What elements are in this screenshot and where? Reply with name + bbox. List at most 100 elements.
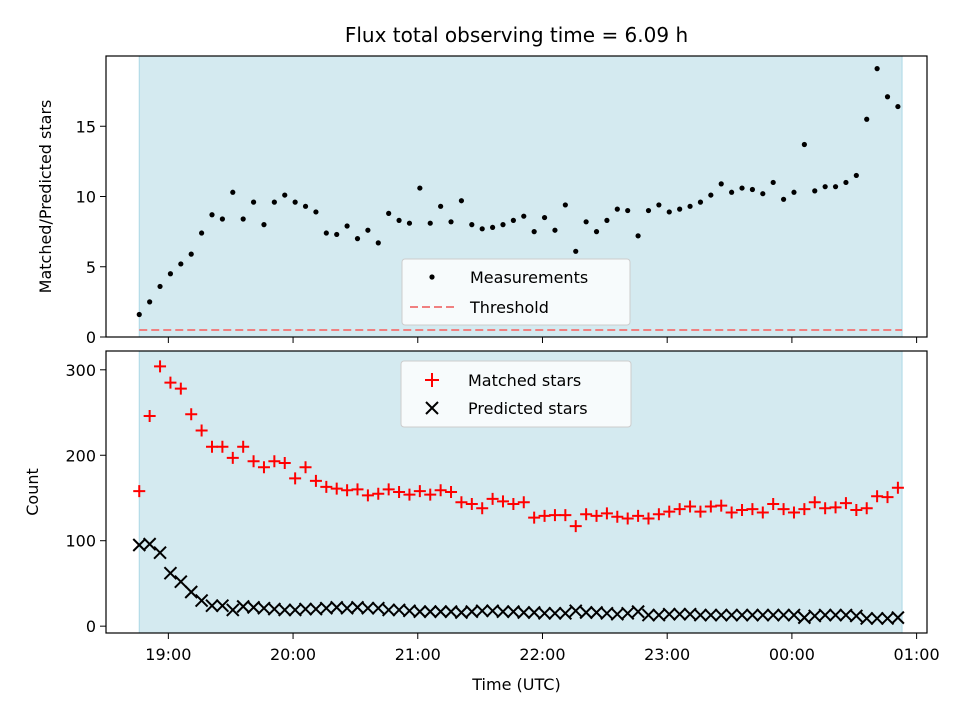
matched-star-point: [445, 486, 458, 498]
matched-star-point: [424, 488, 437, 501]
predicted-star-point: [174, 575, 188, 589]
matched-star-point: [600, 507, 613, 520]
legend-matched-label: Matched stars: [468, 371, 581, 390]
matched-star-point: [237, 440, 250, 453]
measurement-point: [541, 214, 548, 221]
predicted-star-point: [506, 604, 521, 619]
matched-star-point: [309, 474, 322, 487]
ratio-x-ticks: [167, 337, 918, 343]
matched-star-point: [185, 408, 198, 421]
legend-predicted-marker: [425, 401, 439, 415]
predicted-star-point: [184, 585, 198, 599]
matched-star-point: [413, 485, 426, 498]
matched-star-point: [393, 486, 406, 498]
measurement-point: [261, 222, 267, 228]
matched-star-point: [476, 502, 489, 515]
matched-star-point: [860, 502, 873, 515]
x-tick-label: 23:00: [644, 645, 690, 664]
matched-star-point: [174, 382, 187, 395]
counts-y-tick-label: 0: [86, 617, 96, 636]
legend-measurements-label: Measurements: [470, 268, 588, 287]
predicted-star-point: [163, 566, 178, 580]
matched-star-point: [517, 496, 530, 509]
matched-star-point: [767, 497, 780, 510]
predicted-star-point: [818, 608, 832, 622]
matched-star-point: [652, 508, 665, 521]
measurement-point: [552, 227, 558, 233]
predicted-star-point: [381, 603, 396, 617]
matched-star-point: [143, 409, 156, 422]
predicted-star-point: [267, 602, 282, 616]
matched-star-point: [403, 488, 416, 501]
predicted-star-point: [620, 606, 635, 621]
ratio-legend: Measurements Threshold: [401, 258, 631, 326]
predicted-star-point: [808, 609, 822, 623]
predicted-star-point: [631, 604, 645, 619]
measurement-point: [625, 207, 631, 214]
measurement-point: [573, 248, 579, 254]
matched-star-point: [819, 502, 832, 515]
predicted-star-point: [319, 601, 334, 615]
predicted-star-point: [558, 606, 573, 621]
measurement-point: [729, 189, 735, 195]
predicted-star-point: [361, 601, 375, 615]
measurement-point: [843, 179, 849, 186]
predicted-star-points: [132, 537, 905, 626]
legend-matched-marker: [425, 373, 439, 387]
x-tick-label: 00:00: [769, 645, 815, 664]
matched-star-point: [642, 512, 655, 525]
matched-star-point: [756, 506, 769, 519]
matched-star-point: [808, 496, 821, 509]
ratio-y-tick-label: 0: [86, 328, 96, 347]
matched-star-point: [590, 509, 603, 522]
predicted-star-point: [756, 608, 770, 622]
measurement-point: [708, 192, 714, 198]
matched-star-point: [496, 495, 509, 508]
predicted-star-point: [662, 607, 676, 621]
measurement-point: [271, 199, 277, 205]
measurement-point: [583, 219, 589, 225]
measurement-point: [469, 222, 475, 228]
predicted-star-point: [776, 608, 791, 622]
measurement-point: [801, 141, 807, 148]
x-tick-label: 20:00: [270, 645, 316, 664]
x-tick-label: 01:00: [894, 645, 940, 664]
measurement-point: [687, 203, 693, 209]
measurement-point: [822, 184, 828, 190]
measurement-point: [604, 217, 610, 223]
matched-star-point: [330, 482, 343, 495]
predicted-star-point: [194, 593, 209, 608]
matched-star-point: [632, 509, 645, 522]
matched-star-point: [154, 360, 167, 373]
predicted-star-point: [309, 602, 323, 616]
predicted-star-point: [433, 604, 448, 619]
ratio-legend-box: [401, 258, 631, 326]
measurement-point: [531, 229, 537, 235]
predicted-star-point: [527, 605, 541, 620]
measurement-point: [147, 299, 153, 305]
matched-star-point: [829, 501, 842, 514]
predicted-star-point: [745, 608, 760, 622]
measurement-point: [209, 212, 215, 218]
measurement-point: [219, 216, 225, 222]
predicted-star-point: [652, 608, 666, 622]
matched-star-point: [507, 497, 520, 510]
matched-star-point: [289, 472, 302, 485]
measurement-point: [323, 230, 329, 236]
predicted-star-point: [735, 608, 749, 622]
legend-predicted-label: Predicted stars: [468, 399, 588, 418]
ratio-panel: 0 5 10 15 Matched/Predicted stars Measureme…: [36, 55, 928, 347]
measurement-point: [677, 206, 683, 212]
predicted-star-point: [330, 600, 344, 615]
predicted-star-point: [787, 608, 801, 622]
predicted-star-point: [413, 604, 427, 619]
measurement-point: [438, 203, 444, 209]
measurement-point: [250, 199, 257, 205]
measurement-point: [230, 189, 236, 195]
measurement-point: [718, 181, 724, 187]
matched-star-point: [299, 461, 312, 474]
matched-star-point: [486, 492, 499, 505]
measurement-point: [375, 240, 381, 246]
measurement-point: [354, 236, 361, 242]
